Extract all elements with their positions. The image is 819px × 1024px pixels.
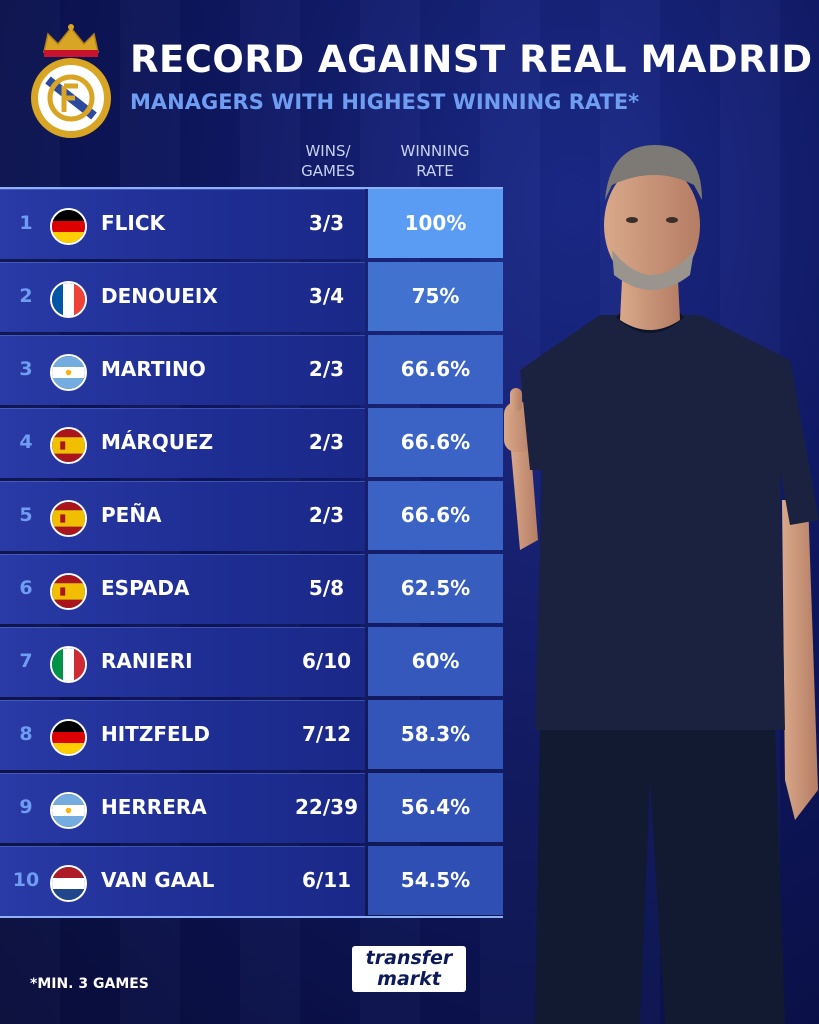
manager-name: MÁRQUEZ [101,430,214,454]
manager-name: ESPADA [101,576,190,600]
footnote: *MIN. 3 GAMES [30,976,149,992]
argentina-flag-icon [50,354,87,391]
rate-cell-background [368,554,503,623]
manager-name: MARTINO [101,357,206,381]
rate-cell-background [368,846,503,915]
rate-cell-background [368,189,503,258]
winning-rate: 66.6% [400,503,471,527]
france-flag-icon [50,281,87,318]
table-row: 2 DENOUEIX 3/4 75% [0,260,503,333]
rank-number: 5 [19,504,33,526]
rank-number: 6 [19,577,33,599]
wins-games: 2/3 [308,357,345,381]
spain-flag-icon [50,500,87,537]
rank-number: 8 [19,723,33,745]
rank-number: 1 [19,212,33,234]
table-top-divider [0,187,503,189]
winning-rate: 66.6% [400,357,471,381]
page-title: RECORD AGAINST REAL MADRID [130,38,813,81]
rate-cell-background [368,408,503,477]
table-row: 5 PEÑA 2/3 66.6% [0,479,503,552]
rate-cell-background [368,262,503,331]
rate-cell-background [368,481,503,550]
table-row: 9 HERRERA 22/39 56.4% [0,771,503,844]
wins-games: 2/3 [308,503,345,527]
wins-column-header: WINS/ GAMES [301,142,355,180]
coach-photo [504,145,819,1024]
winning-rate: 75% [411,284,460,308]
manager-name: FLICK [101,211,166,235]
rank-number: 10 [12,869,40,891]
rank-number: 3 [19,358,33,380]
table-row: 4 MÁRQUEZ 2/3 66.6% [0,406,503,479]
table-row: 6 ESPADA 5/8 62.5% [0,552,503,625]
manager-name: PEÑA [101,503,162,527]
wins-games: 3/3 [308,211,345,235]
rate-cell-background [368,335,503,404]
italy-flag-icon [50,646,87,683]
spain-flag-icon [50,427,87,464]
table-row: 8 HITZFELD 7/12 58.3% [0,698,503,771]
argentina-flag-icon [50,792,87,829]
table-row: 7 RANIERI 6/10 60% [0,625,503,698]
winning-rate: 100% [404,211,467,235]
rate-cell-background [368,627,503,696]
winning-rate: 58.3% [400,722,471,746]
manager-name: HERRERA [101,795,207,819]
wins-games: 5/8 [308,576,345,600]
table-row: 1 FLICK 3/3 100% [0,187,503,260]
wins-games: 6/11 [301,868,352,892]
wins-games: 3/4 [308,284,345,308]
rank-number: 2 [19,285,33,307]
winning-rate: 60% [411,649,460,673]
winning-rate: 66.6% [400,430,471,454]
manager-name: RANIERI [101,649,193,673]
winning-rate: 56.4% [400,795,471,819]
rate-cell-background [368,700,503,769]
germany-flag-icon [50,719,87,756]
table-row: 3 MARTINO 2/3 66.6% [0,333,503,406]
germany-flag-icon [50,208,87,245]
row-background [0,773,365,843]
wins-games: 2/3 [308,430,345,454]
winning-rate: 54.5% [400,868,471,892]
rankings-table: 1 FLICK 3/3 100% 2 DENOUEIX 3/4 75% 3 MARTINO 2/3 6… [0,187,503,917]
rate-cell-background [368,773,503,842]
rank-number: 9 [19,796,33,818]
wins-games: 22/39 [295,795,358,819]
wins-games: 7/12 [301,722,352,746]
rank-number: 7 [19,650,33,672]
wins-games: 6/10 [301,649,352,673]
manager-name: VAN GAAL [101,868,215,892]
manager-name: HITZFELD [101,722,210,746]
manager-name: DENOUEIX [101,284,218,308]
spain-flag-icon [50,573,87,610]
netherlands-flag-icon [50,865,87,902]
winning-rate: 62.5% [400,576,471,600]
transfermarkt-logo: transfer markt [352,946,466,992]
page-subtitle: MANAGERS WITH HIGHEST WINNING RATE* [130,90,640,114]
table-bottom-divider [0,916,503,918]
rate-column-header: WINNING RATE [400,142,470,180]
table-row: 10 VAN GAAL 6/11 54.5% [0,844,503,917]
rank-number: 4 [19,431,33,453]
real-madrid-crest-icon [31,24,111,138]
